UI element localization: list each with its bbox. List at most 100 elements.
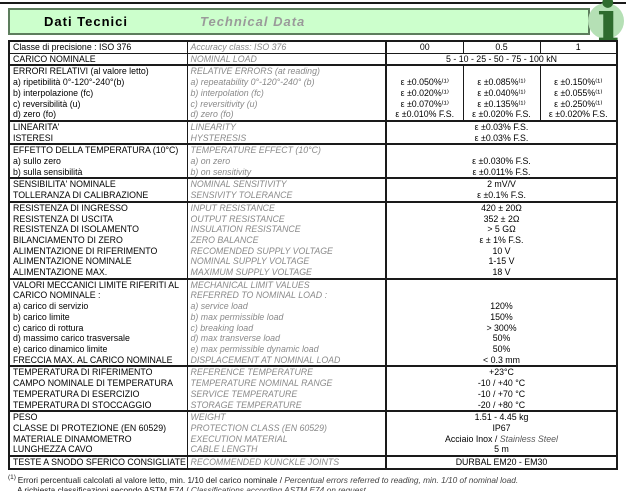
cell-label-italian: b) carico limite <box>9 311 188 323</box>
cell-label-english: b) on sensitivity <box>187 166 387 179</box>
cell-label-italian: TEMPERATURA DI STOCCAGGIO <box>9 399 188 412</box>
table-row: TOLLERANZA DI CALIBRAZIONE SENSIVITY TOLE… <box>9 190 617 202</box>
table-row: d) zero (fo) d) zero (fo) ε ±0.010% F.S. ε … <box>9 109 617 121</box>
table-row: c) carico di rottura c) breaking load > 30… <box>9 322 617 334</box>
cell-label-english: TEMPERATURE NOMINAL RANGE <box>187 378 387 389</box>
cell-label-italian: CAMPO NOMINALE DI TEMPERATURA <box>9 378 188 389</box>
table-group: SENSIBILITA' NOMINALE NOMINAL SENSITIVITY… <box>9 177 617 202</box>
cell-label-italian: SENSIBILITA' NOMINALE <box>9 177 188 191</box>
table-group: TEMPERATURA DI RIFERIMENTO REFERENCE TEMP… <box>9 365 617 412</box>
cell-label-italian: FRECCIA MAX. AL CARICO NOMINALE <box>9 354 188 367</box>
cell-value: ε ±0.03% F.S. <box>474 132 529 143</box>
cell-value: < 0.3 mm <box>483 354 520 365</box>
table-row: CARICO NOMINALE : REFERRED TO NOMINAL LOA… <box>9 290 617 302</box>
info-icon: i <box>597 0 620 55</box>
cell-label-italian: RESISTENZA DI USCITA <box>9 213 188 225</box>
cell-label-italian: LUNGHEZZA CAVO <box>9 444 188 457</box>
table-row: b) sulla sensibilità b) on sensitivity ε ±… <box>9 166 617 179</box>
table-row: e) carico dinamico limite e) max permissi… <box>9 343 617 355</box>
table-row: LUNGHEZZA CAVO CABLE LENGTH 5 m <box>9 444 617 457</box>
table-row: SENSIBILITA' NOMINALE NOMINAL SENSITIVITY… <box>9 177 617 191</box>
cell-value: ε ±0.1% F.S. <box>477 190 526 201</box>
cell-label-english: SENSIVITY TOLERANCE <box>187 190 387 202</box>
cell-value: ε ±0.011% F.S. <box>472 166 531 177</box>
cell-value-english: Stainless Steel <box>499 433 558 444</box>
cell-value: ε ±0.135%⁽¹⁾ <box>462 98 540 110</box>
cell-value <box>386 290 617 301</box>
table-row: RESISTENZA DI USCITA OUTPUT RESISTANCE 352… <box>9 213 617 225</box>
cell-label-italian: TOLLERANZA DI CALIBRAZIONE <box>9 190 188 202</box>
table-row: PESO WEIGHT 1.51 - 4.45 kg <box>9 410 617 423</box>
cell-value: 18 V <box>492 267 511 278</box>
cell-label-english: LINEARITY <box>187 119 387 133</box>
cell-value: 50% <box>492 333 511 344</box>
cell-value: DURBAL EM20 - EM30 <box>386 455 617 469</box>
table-row: b) interpolazione (fc) b) interpolation (… <box>9 87 617 99</box>
cell-value: > 5 GΩ <box>487 224 516 235</box>
cell-value: ε ±0.250%⁽¹⁾ <box>539 98 617 110</box>
cell-label-english: e) max permissible dynamic load <box>187 343 387 355</box>
table-row: CLASSE DI PROTEZIONE (EN 60529) PROTECTIO… <box>9 422 617 434</box>
cell-label-italian: TEMPERATURA DI RIFERIMENTO <box>9 365 188 379</box>
cell-label-english: NOMINAL SUPPLY VOLTAGE <box>187 256 387 268</box>
cell-label-english: HYSTERESIS <box>187 132 387 145</box>
cell-value: 352 ± 2Ω <box>483 213 520 224</box>
cell-value: Acciaio Inox / Stainless Steel <box>445 433 558 444</box>
cell-label-english: DISPLACEMENT AT NOMINAL LOAD <box>187 354 387 367</box>
table-row: ALIMENTAZIONE MAX. MAXIMUM SUPPLY VOLTAGE… <box>9 267 617 279</box>
table-row: d) massimo carico trasversale d) max tran… <box>9 333 617 344</box>
table-row: a) ripetibilità 0°-120°-240°(b) a) repeat… <box>9 77 617 88</box>
cell-label-english: a) on zero <box>187 156 387 167</box>
cell-value: 5 - 10 - 25 - 50 - 75 - 100 kN <box>386 52 617 66</box>
cell-label-italian: a) sullo zero <box>9 156 188 167</box>
cell-label-english: RELATIVE ERRORS (at reading) <box>187 64 387 78</box>
cell-label-italian: VALORI MECCANICI LIMITE RIFERITI AL <box>9 277 188 291</box>
cell-label-english: INSULATION RESISTANCE <box>187 224 387 235</box>
cell-label-italian: b) interpolazione (fc) <box>9 87 188 99</box>
cell-label-english: c) reversitivity (u) <box>187 98 387 110</box>
cell-label-english: c) breaking load <box>187 322 387 334</box>
cell-label-english: RECOMENDED SUPPLY VOLTAGE <box>187 245 387 257</box>
header-bar: Dati Tecnici Technical Data <box>8 8 590 35</box>
cell-label-italian: b) sulla sensibilità <box>9 166 188 179</box>
cell-label-english: NOMINAL LOAD <box>187 52 387 66</box>
cell-label-italian: e) carico dinamico limite <box>9 343 188 355</box>
footnote-line: (1) Errori percentuali calcolati al valo… <box>8 473 620 485</box>
cell-value: ε ±0.03% F.S. <box>386 119 617 133</box>
footnotes: (1) Errori percentuali calcolati al valo… <box>8 473 620 491</box>
cell-label-english: ZERO BALANCE <box>187 234 387 246</box>
cell-value: ε ±0.020%⁽¹⁾ <box>400 87 449 98</box>
info-icon-circle <box>588 3 624 39</box>
table-row: TEMPERATURA DI ESERCIZIO SERVICE TEMPERAT… <box>9 388 617 400</box>
cell-value: ε ±0.070%⁽¹⁾ <box>400 98 449 109</box>
cell-label-english: NOMINAL SENSITIVITY <box>187 177 387 191</box>
footnote-text-italian: Errori percentuali calcolati al valore l… <box>17 474 285 485</box>
footnote-text-english: Percentual errors referred to reading, m… <box>284 474 519 485</box>
cell-label-english: CABLE LENGTH <box>187 444 387 457</box>
table-row: FRECCIA MAX. AL CARICO NOMINALE DISPLACEM… <box>9 354 617 367</box>
cell-label-english: SERVICE TEMPERATURE <box>187 388 387 400</box>
table-row: TESTE A SNODO SFERICO CONSIGLIATE RECOMME… <box>9 455 617 469</box>
table-row: RESISTENZA DI INGRESSO INPUT RESISTANCE 42… <box>9 200 617 214</box>
cell-label-italian: RESISTENZA DI INGRESSO <box>9 200 188 214</box>
table-group: PESO WEIGHT 1.51 - 4.45 kg CLASSE DI PROTEZ… <box>9 410 617 457</box>
cell-value: ε ±0.030% F.S. <box>472 156 531 167</box>
cell-label-english: WEIGHT <box>187 410 387 423</box>
cell-label-italian: EFFETTO DELLA TEMPERATURA (10°C) <box>9 143 188 157</box>
table-group: TESTE A SNODO SFERICO CONSIGLIATE RECOMME… <box>9 455 617 469</box>
cell-label-italian: ALIMENTAZIONE DI RIFERIMENTO <box>9 245 188 257</box>
cell-label-english: d) max transverse load <box>187 333 387 344</box>
cell-value: 1-15 V <box>488 256 515 267</box>
cell-label-english: b) interpolation (fc) <box>187 87 387 99</box>
table-row: VALORI MECCANICI LIMITE RIFERITI AL MECHA… <box>9 277 617 291</box>
table-row: BILANCIAMENTO DI ZERO ZERO BALANCE ε ± 1% … <box>9 234 617 246</box>
table-row: RESISTENZA DI ISOLAMENTO INSULATION RESIS… <box>9 224 617 235</box>
cell-value: ε ±0.055%⁽¹⁾ <box>539 87 617 99</box>
cell-label-italian: ALIMENTAZIONE NOMINALE <box>9 256 188 268</box>
cell-value: ε ± 1% F.S. <box>479 234 524 245</box>
table-group: Classe di precisione : ISO 376 Accuracy c… <box>9 39 617 54</box>
cell-value: 420 ± 20Ω <box>386 200 617 214</box>
cell-value: 0.5 <box>462 39 540 54</box>
cell-label-italian: CARICO NOMINALE <box>9 52 188 66</box>
cell-value: +23°C <box>386 365 617 379</box>
